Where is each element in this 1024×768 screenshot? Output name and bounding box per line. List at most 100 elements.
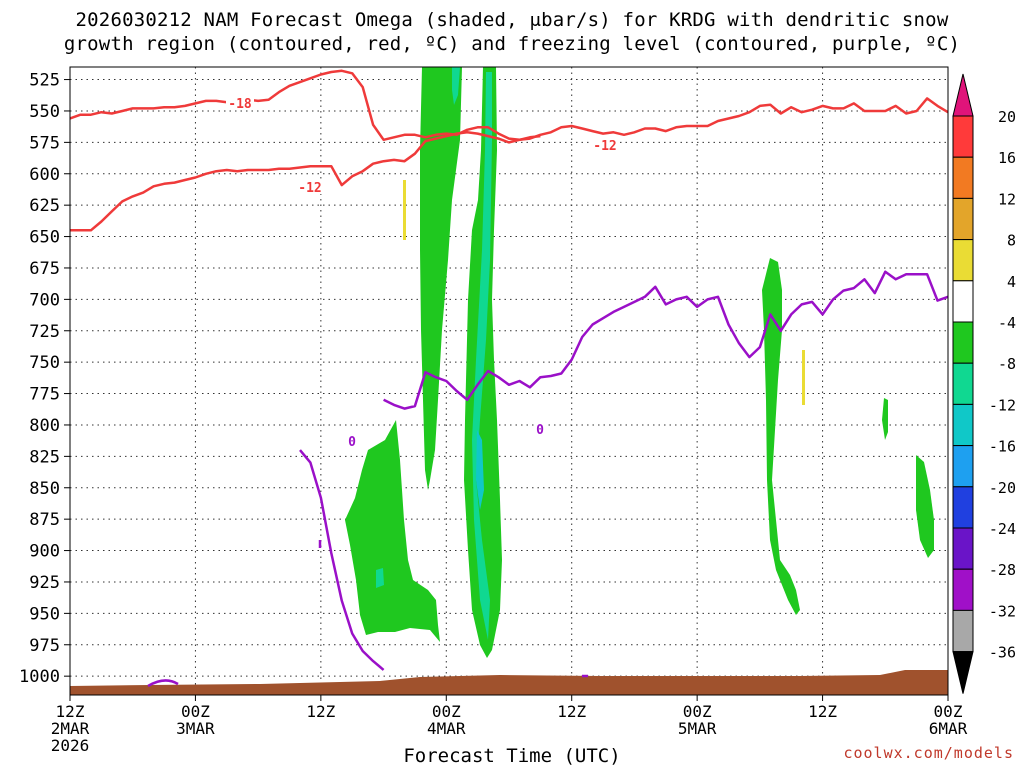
contour-freezing_0C_lower [299,449,385,671]
colorbar-label: -28 [989,561,1016,579]
y-tick-label: 925 [29,573,60,593]
y-tick-label: 700 [29,290,60,310]
credit-text: coolwx.com/models [843,744,1014,762]
omega-region [420,67,462,490]
colorbar-segment [952,568,974,611]
x-tick-label: 12Z [56,702,85,721]
colorbar-label: -12 [989,396,1016,414]
y-tick-label: 600 [29,165,60,185]
colorbar-segment [952,362,974,405]
omega-region [376,568,384,588]
contour-label: -12 [593,139,616,154]
contour-label: -12 [298,181,321,196]
y-tick-label: 550 [29,102,60,122]
x-tick-label: 3MAR [176,719,215,738]
omega-region [882,398,888,440]
omega-region [345,420,440,642]
colorbar-bottom-triangle [952,651,974,694]
colorbar-top-triangle [952,73,974,117]
colorbar-label: -4 [998,314,1016,332]
colorbar-segment [952,280,974,323]
colorbar-segment [952,239,974,282]
x-tick-label: 2026 [51,736,90,755]
colorbar-segment [952,609,974,653]
colorbar-label: 16 [998,149,1016,167]
y-tick-label: 525 [29,71,60,91]
colorbar-segment [952,445,974,488]
contour-lines: -18 -12 -12 0 0 [70,69,948,688]
plot-background [70,67,948,695]
x-tick-label: 2MAR [51,719,90,738]
colorbar-segment [952,115,974,158]
x-tick-label: 00Z [934,702,963,721]
colorbar-segment [952,486,974,529]
y-tick-label: 750 [29,353,60,373]
colorbar-segment [952,321,974,364]
y-tick-label: 775 [29,385,60,405]
y-tick-label: 650 [29,228,60,248]
omega-region [476,430,484,510]
contour-freezing_0C_near_ground [147,679,179,688]
colorbar-label: -16 [989,438,1016,456]
omega-region [403,180,406,240]
colorbar-label: -24 [989,520,1016,538]
contour-label: -18 [228,97,252,112]
x-tick-label: 5MAR [678,719,717,738]
colorbar-label: -32 [989,602,1016,620]
colorbar-label: 20 [998,108,1016,126]
colorbar-label: -8 [998,355,1016,373]
omega-region [762,258,800,615]
x-tick-label: 12Z [808,702,837,721]
colorbar: 20 16 12 8 4 -4 -8 -12 -16 -20 -24 -28 -32 -36 [952,73,1016,694]
x-tick-label: 12Z [306,702,335,721]
y-tick-label: 625 [29,196,60,216]
contour-label-bg [347,434,357,448]
colorbar-label: -36 [989,644,1016,662]
terrain [70,670,948,695]
y-tick-label: 850 [29,479,60,499]
contour-label-bg [296,180,324,194]
y-tick-label: 575 [29,133,60,153]
y-tick-label: 900 [29,542,60,562]
x-tick-label: 00Z [432,702,461,721]
contour-dgz_-12C [70,131,541,232]
colorbar-label: -20 [989,479,1016,497]
plot-frame [69,66,949,696]
contour-freezing_0C [383,270,948,410]
colorbar-segment [952,403,974,447]
chart-title-line-2: growth region (contoured, red, ºC) and f… [63,33,961,55]
omega-region [802,350,805,405]
x-tick-label: 00Z [683,702,712,721]
x-tick-label: 4MAR [427,719,466,738]
contour-label-bg [535,422,545,436]
colorbar-segment [952,527,974,570]
chart-title-line-1: 2026030212 NAM Forecast Omega (shaded, μ… [75,9,949,31]
y-tick-label: 725 [29,322,60,342]
y-tick-label: 1000 [19,667,60,687]
colorbar-segment [952,156,974,199]
x-tick-label: 6MAR [929,719,968,738]
contour-label: 0 [348,435,356,450]
omega-region [472,72,492,640]
y-tick-label: 975 [29,636,60,656]
y-tick-label: 800 [29,416,60,436]
x-tick-label: 00Z [181,702,210,721]
x-tick-label: 12Z [557,702,586,721]
contour-label: 0 [536,423,544,438]
contour-label-bg [226,96,254,110]
colorbar-segment [952,197,974,241]
colorbar-label: 4 [1007,273,1016,291]
omega-shading [70,67,948,695]
colorbar-label: 8 [1007,232,1016,250]
y-axis: 525 550 575 600 625 650 675 700 725 750 775 800 825 8… [19,71,70,687]
omega-region [916,455,934,558]
contour-label-bg [591,138,619,152]
colorbar-label: 12 [998,190,1016,208]
y-tick-label: 950 [29,604,60,624]
y-tick-label: 675 [29,259,60,279]
x-axis-label: Forecast Time (UTC) [403,745,621,767]
omega-region [452,67,460,105]
y-tick-label: 875 [29,510,60,530]
